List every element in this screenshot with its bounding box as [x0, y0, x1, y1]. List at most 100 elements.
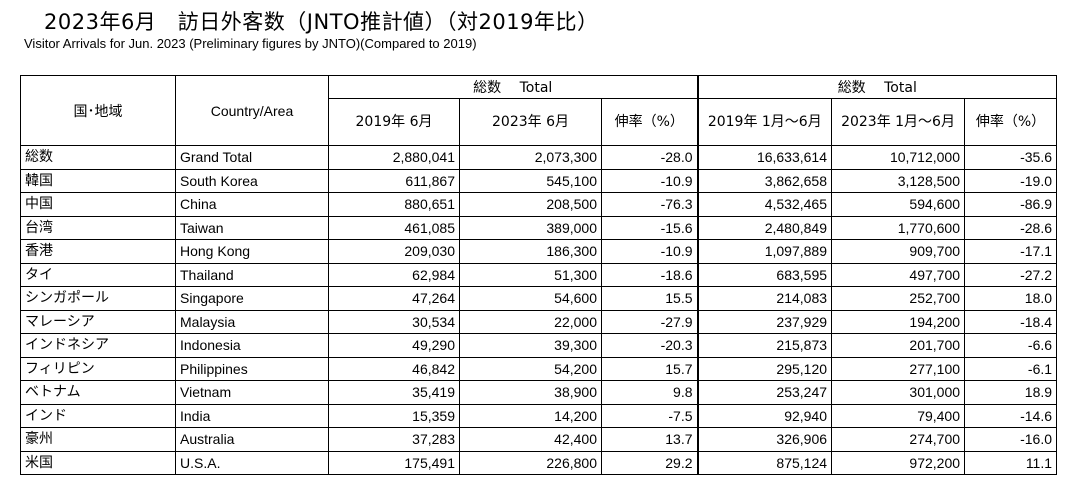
cell-2019-month: 461,085 — [328, 215, 460, 240]
cell-region-en: Singapore — [175, 286, 329, 311]
cell-2023-ytd: 497,700 — [831, 262, 966, 287]
cell-region-en: Indonesia — [175, 333, 329, 358]
cell-2023-month: 39,300 — [459, 333, 602, 358]
cell-2023-ytd: 10,712,000 — [831, 145, 966, 170]
header-rate-month: 伸率（%） — [600, 98, 699, 146]
table-row: タイ Thailand 62,984 51,300 -18.6 683,595 497,70… — [20, 262, 1058, 287]
cell-2023-month: 226,800 — [459, 450, 602, 475]
cell-2019-ytd: 326,906 — [696, 427, 833, 452]
header-row-groups: 国･地域 Country/Area 総数 Total 総数 Total — [20, 75, 1058, 146]
table-row: インドネシア Indonesia 49,290 39,300 -20.3 215,873 2… — [20, 333, 1058, 358]
cell-region-jp: 香港 — [20, 239, 176, 264]
cell-rate-month: -20.3 — [600, 333, 699, 358]
cell-2023-month: 208,500 — [459, 192, 602, 217]
cell-region-jp: 米国 — [20, 450, 176, 475]
cell-2023-ytd: 79,400 — [831, 403, 966, 428]
cell-region-jp: フィリピン — [20, 356, 176, 381]
cell-2019-month: 611,867 — [328, 168, 460, 193]
header-rate-ytd: 伸率（%） — [964, 98, 1058, 146]
cell-region-en: Hong Kong — [175, 239, 329, 264]
table-row: マレーシア Malaysia 30,534 22,000 -27.9 237,929 194… — [20, 309, 1058, 334]
cell-rate-ytd: -86.9 — [964, 192, 1058, 217]
cell-rate-ytd: -17.1 — [964, 239, 1058, 264]
cell-2019-month: 30,534 — [328, 309, 460, 334]
cell-region-en: U.S.A. — [175, 450, 329, 475]
cell-2023-ytd: 594,600 — [831, 192, 966, 217]
cell-rate-ytd: -18.4 — [964, 309, 1058, 334]
cell-2019-month: 62,984 — [328, 262, 460, 287]
cell-rate-month: -76.3 — [600, 192, 699, 217]
cell-2023-month: 54,200 — [459, 356, 602, 381]
table-row: 総数 Grand Total 2,880,041 2,073,300 -28.0 16,6… — [20, 145, 1058, 170]
cell-2023-month: 22,000 — [459, 309, 602, 334]
cell-2019-ytd: 875,124 — [696, 450, 833, 475]
cell-2023-month: 2,073,300 — [459, 145, 602, 170]
cell-2019-ytd: 4,532,465 — [696, 192, 833, 217]
cell-rate-month: 13.7 — [600, 427, 699, 452]
cell-2019-month: 209,030 — [328, 239, 460, 264]
cell-2019-month: 175,491 — [328, 450, 460, 475]
cell-2019-month: 47,264 — [328, 286, 460, 311]
cell-region-en: South Korea — [175, 168, 329, 193]
cell-rate-month: 29.2 — [600, 450, 699, 475]
table-row: フィリピン Philippines 46,842 54,200 15.7 295,120 2… — [20, 356, 1058, 381]
cell-region-jp: 豪州 — [20, 427, 176, 452]
cell-region-jp: インド — [20, 403, 176, 428]
cell-2023-ytd: 3,128,500 — [831, 168, 966, 193]
cell-region-en: China — [175, 192, 329, 217]
cell-region-jp: ベトナム — [20, 380, 176, 405]
cell-rate-ytd: -16.0 — [964, 427, 1058, 452]
cell-region-en: Grand Total — [175, 145, 329, 170]
cell-rate-ytd: 11.1 — [964, 450, 1058, 475]
cell-region-en: Taiwan — [175, 215, 329, 240]
cell-rate-month: -7.5 — [600, 403, 699, 428]
table-row: 香港 Hong Kong 209,030 186,300 -10.9 1,097,889 9… — [20, 239, 1058, 264]
header-2023-month: 2023年 6月 — [459, 98, 602, 146]
header-region-en: Country/Area — [175, 75, 329, 146]
cell-2023-month: 42,400 — [459, 427, 602, 452]
cell-2019-ytd: 214,083 — [696, 286, 833, 311]
cell-2019-ytd: 237,929 — [696, 309, 833, 334]
cell-rate-ytd: -27.2 — [964, 262, 1058, 287]
header-2019-ytd: 2019年 1月～6月 — [696, 98, 833, 146]
cell-2019-ytd: 215,873 — [696, 333, 833, 358]
table-row: 米国 U.S.A. 175,491 226,800 29.2 875,124 972,200… — [20, 450, 1058, 475]
cell-2023-ytd: 201,700 — [831, 333, 966, 358]
cell-region-jp: 台湾 — [20, 215, 176, 240]
cell-region-jp: 中国 — [20, 192, 176, 217]
cell-region-jp: シンガポール — [20, 286, 176, 311]
cell-region-en: Vietnam — [175, 380, 329, 405]
cell-region-jp: 総数 — [20, 145, 176, 170]
cell-2019-month: 2,880,041 — [328, 145, 460, 170]
cell-region-en: Philippines — [175, 356, 329, 381]
cell-rate-ytd: -35.6 — [964, 145, 1058, 170]
table-row: 台湾 Taiwan 461,085 389,000 -15.6 2,480,849 1,77… — [20, 215, 1058, 240]
cell-region-jp: 韓国 — [20, 168, 176, 193]
cell-region-en: Australia — [175, 427, 329, 452]
document-subtitle: Visitor Arrivals for Jun. 2023 (Prelimin… — [24, 36, 477, 51]
cell-2023-ytd: 972,200 — [831, 450, 966, 475]
header-row-columns: 2019年 6月 2023年 6月 伸率（%） 2019年 1月～6月 2023… — [21, 98, 1058, 146]
cell-2019-month: 35,419 — [328, 380, 460, 405]
cell-2019-ytd: 3,862,658 — [696, 168, 833, 193]
cell-rate-ytd: 18.9 — [964, 380, 1058, 405]
header-2019-month: 2019年 6月 — [328, 98, 460, 146]
document-title: 2023年6月 訪日外客数（JNTO推計値）（対2019年比） — [44, 10, 599, 34]
cell-2019-month: 46,842 — [328, 356, 460, 381]
cell-2023-ytd: 1,770,600 — [831, 215, 966, 240]
cell-rate-ytd: -14.6 — [964, 403, 1058, 428]
cell-2019-ytd: 92,940 — [696, 403, 833, 428]
cell-2019-ytd: 16,633,614 — [696, 145, 833, 170]
cell-2023-ytd: 274,700 — [831, 427, 966, 452]
cell-2019-month: 880,651 — [328, 192, 460, 217]
cell-2019-month: 37,283 — [328, 427, 460, 452]
cell-rate-month: -15.6 — [600, 215, 699, 240]
header-group-ytd: 総数 Total — [696, 75, 1058, 99]
cell-2019-month: 15,359 — [328, 403, 460, 428]
cell-2023-month: 545,100 — [459, 168, 602, 193]
cell-region-en: Thailand — [175, 262, 329, 287]
cell-rate-ytd: -19.0 — [964, 168, 1058, 193]
table-row: 豪州 Australia 37,283 42,400 13.7 326,906 274,70… — [20, 427, 1058, 452]
cell-rate-ytd: -28.6 — [964, 215, 1058, 240]
cell-rate-month: -27.9 — [600, 309, 699, 334]
